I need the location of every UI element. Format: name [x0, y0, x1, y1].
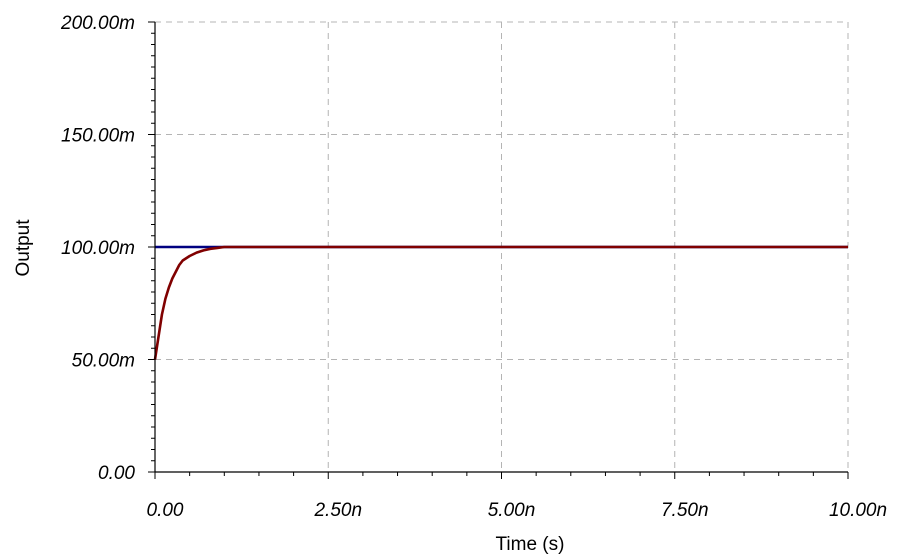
x-tick-label: 0.00: [147, 500, 184, 521]
y-tick-label: 50.00m: [72, 351, 135, 372]
x-tick-label: 2.50n: [313, 500, 362, 521]
minor-ticks: [148, 21, 849, 479]
y-tick-label: 0.00: [98, 463, 135, 484]
y-tick-labels: 0.00 50.00m 100.00m 150.00m 200.00m: [60, 13, 135, 484]
x-tick-label: 7.50n: [661, 500, 709, 521]
series-group: [153, 245, 848, 360]
x-tick-label: 5.00n: [488, 500, 536, 521]
x-tick-labels: 0.00 2.50n 5.00n 7.50n 10.00n: [147, 500, 888, 521]
y-tick-label: 200.00m: [60, 13, 135, 34]
y-axis-title: Output: [13, 219, 34, 277]
series-line-2: [153, 245, 848, 360]
x-axis-title: Time (s): [496, 534, 565, 555]
x-tick-label: 10.00n: [829, 500, 887, 521]
y-tick-label: 150.00m: [61, 126, 135, 147]
y-tick-label: 100.00m: [61, 238, 135, 259]
